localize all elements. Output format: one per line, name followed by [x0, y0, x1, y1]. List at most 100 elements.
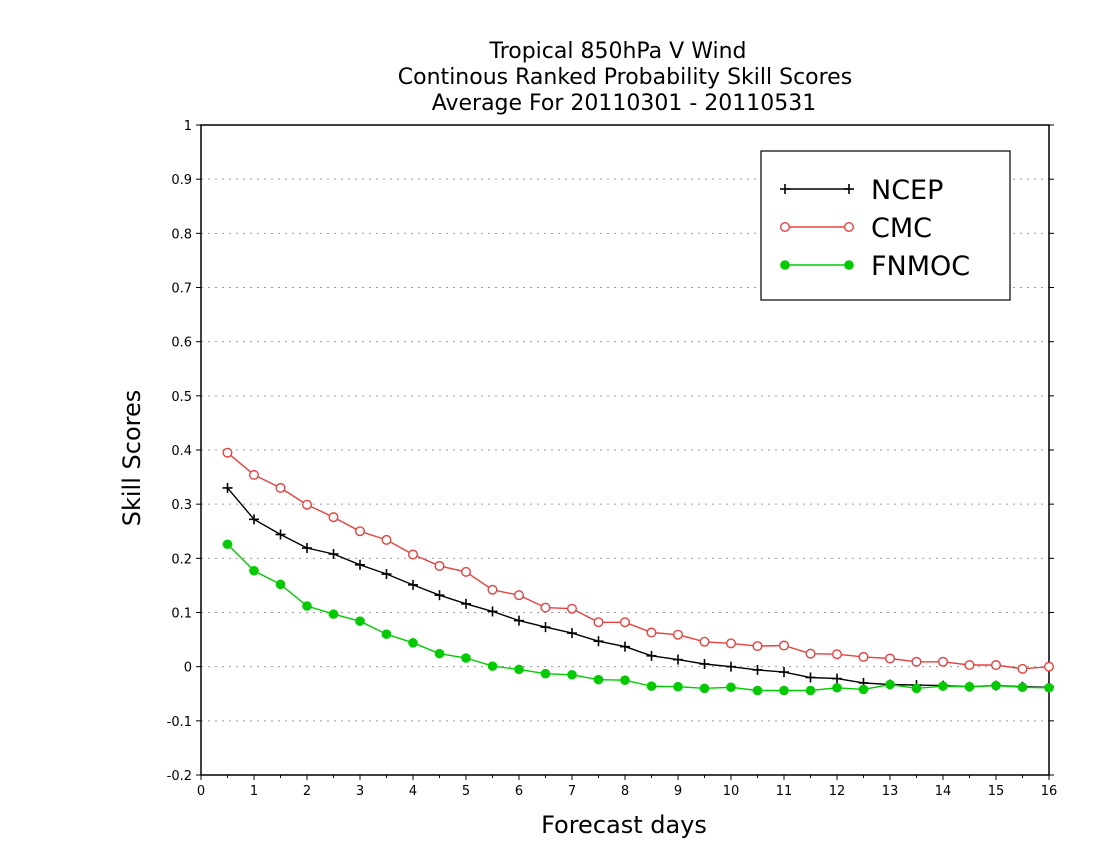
y-tick-label: 1	[184, 119, 192, 134]
y-tick-label: -0.1	[167, 715, 192, 730]
y-tick-label: 0.7	[171, 282, 192, 297]
legend-marker-cmc	[844, 221, 855, 232]
data-point-cmc	[540, 602, 551, 613]
chart-title-line-1: Tropical 850hPa V Wind	[488, 39, 746, 64]
data-point-cmc	[1017, 663, 1028, 674]
data-point-cmc	[593, 617, 604, 628]
data-point-ncep	[567, 628, 577, 639]
data-point-fnmoc	[540, 668, 551, 679]
legend: NCEP CMC FNMOC	[760, 150, 1011, 301]
data-point-cmc	[991, 660, 1002, 671]
data-point-cmc	[620, 617, 631, 628]
legend-label-cmc: CMC	[871, 213, 932, 244]
data-point-cmc	[646, 627, 657, 638]
data-point-ncep	[699, 658, 710, 669]
data-point-fnmoc	[249, 565, 259, 576]
legend-marker-ncep	[844, 184, 854, 194]
data-point-ncep	[673, 654, 683, 665]
x-tick-label: 3	[356, 784, 364, 799]
series-line-fnmoc	[227, 543, 1050, 692]
data-point-ncep	[540, 622, 551, 633]
data-point-fnmoc	[275, 579, 286, 590]
x-tick-label: 13	[882, 784, 899, 799]
x-tick-label: 5	[462, 784, 470, 799]
y-tick-label: 0.4	[171, 444, 192, 459]
data-point-fnmoc	[938, 681, 948, 691]
data-point-cmc	[248, 469, 259, 480]
x-tick-label: 15	[988, 784, 1005, 799]
data-point-ncep	[355, 559, 365, 570]
legend-marker-ncep	[780, 184, 790, 194]
x-tick-label: 10	[723, 784, 740, 799]
data-point-fnmoc	[328, 609, 339, 619]
x-tick-label: 0	[197, 784, 205, 799]
data-point-fnmoc	[381, 629, 392, 639]
data-point-cmc	[355, 526, 366, 537]
x-tick-label: 4	[409, 784, 417, 799]
y-tick-label: 0	[184, 661, 192, 676]
data-point-fnmoc	[991, 680, 1001, 691]
data-point-cmc	[938, 656, 949, 667]
legend-item-cmc: CMC	[780, 213, 932, 244]
data-point-cmc	[911, 656, 922, 667]
data-point-cmc	[302, 499, 313, 510]
data-point-fnmoc	[222, 539, 233, 550]
x-axis-title: Forecast days	[541, 811, 707, 839]
data-point-fnmoc	[964, 681, 975, 692]
data-point-fnmoc	[461, 653, 471, 663]
data-point-ncep	[328, 549, 339, 559]
legend-label-ncep: NCEP	[871, 175, 943, 206]
data-point-cmc	[964, 660, 975, 671]
data-point-fnmoc	[1017, 682, 1028, 693]
x-tick-label: 12	[829, 784, 846, 799]
data-point-ncep	[302, 543, 312, 554]
series-line-ncep	[226, 487, 1050, 688]
data-point-cmc	[726, 638, 737, 649]
data-point-ncep	[832, 673, 842, 684]
data-point-fnmoc	[408, 638, 418, 648]
chart-title: Tropical 850hPa V Wind Continous Ranked …	[398, 39, 852, 116]
data-point-fnmoc	[434, 648, 445, 659]
y-tick-label: 0.2	[171, 552, 192, 567]
data-point-cmc	[434, 560, 445, 571]
data-point-ncep	[434, 590, 445, 601]
y-tick-label: 0.9	[171, 173, 192, 188]
data-point-cmc	[805, 648, 816, 659]
x-tick-label: 11	[776, 784, 793, 799]
series-cmc	[222, 447, 1054, 674]
data-point-fnmoc	[1044, 682, 1054, 693]
plot-frame	[200, 124, 1050, 776]
data-point-ncep	[487, 606, 498, 617]
data-point-cmc	[461, 566, 472, 577]
data-point-fnmoc	[726, 682, 736, 693]
data-point-cmc	[381, 534, 392, 545]
series-fnmoc	[222, 539, 1054, 696]
data-point-cmc	[779, 640, 790, 651]
data-point-cmc	[752, 641, 763, 652]
data-point-ncep	[752, 664, 763, 675]
x-tick-label: 2	[303, 784, 311, 799]
data-point-ncep	[646, 650, 657, 661]
data-point-fnmoc	[514, 664, 524, 675]
legend-item-ncep: NCEP	[780, 175, 943, 206]
data-point-fnmoc	[302, 601, 312, 611]
data-point-cmc	[858, 651, 869, 662]
data-point-cmc	[699, 636, 710, 647]
data-point-ncep	[805, 672, 816, 683]
data-point-ncep	[779, 667, 789, 678]
legend-marker-fnmoc	[780, 260, 790, 270]
data-point-fnmoc	[805, 685, 816, 696]
data-point-fnmoc	[885, 679, 895, 690]
data-point-fnmoc	[752, 685, 763, 696]
legend-box	[760, 150, 1011, 301]
data-point-cmc	[487, 584, 498, 595]
data-point-fnmoc	[620, 675, 630, 686]
legend-item-fnmoc: FNMOC	[780, 251, 970, 282]
chart-title-line-2: Continous Ranked Probability Skill Score…	[398, 65, 852, 90]
data-point-ncep	[275, 529, 286, 540]
data-point-fnmoc	[832, 682, 842, 693]
y-tick-label: 0.8	[171, 227, 192, 242]
data-point-cmc	[885, 653, 896, 664]
data-point-fnmoc	[858, 684, 869, 695]
